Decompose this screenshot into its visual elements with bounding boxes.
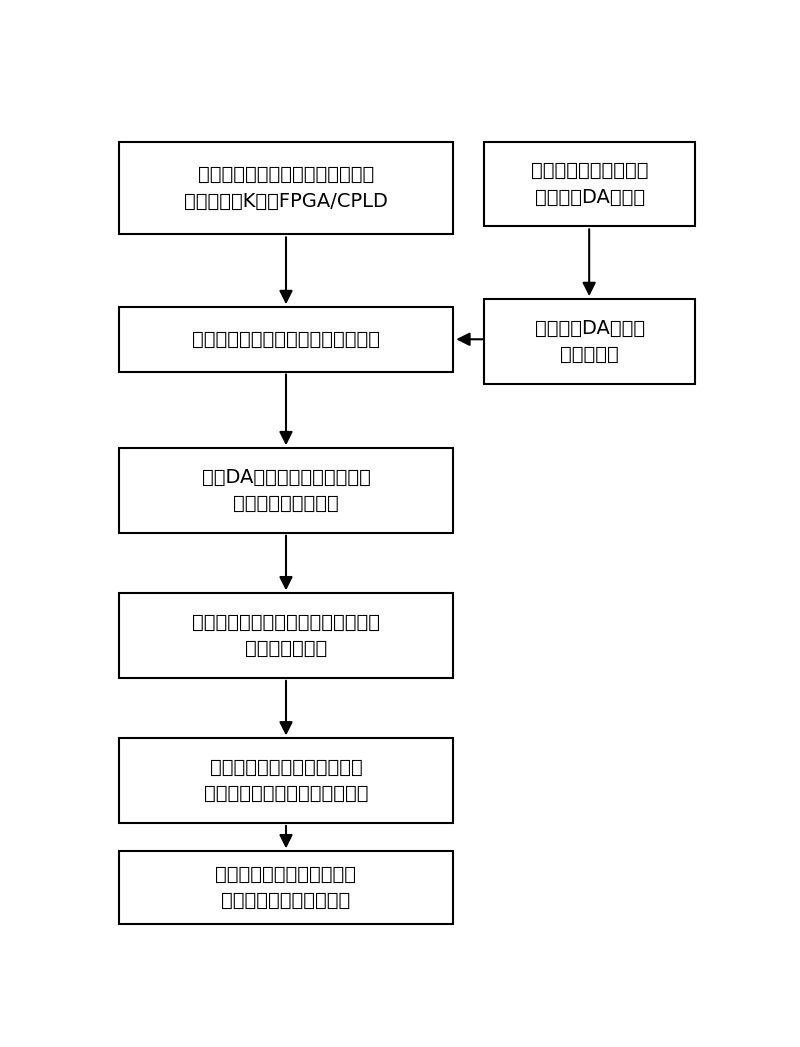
FancyBboxPatch shape	[485, 141, 695, 226]
Text: 并行DA转换器将正弦波形数据
转换为正弦波形信号: 并行DA转换器将正弦波形数据 转换为正弦波形信号	[202, 468, 370, 513]
FancyBboxPatch shape	[118, 851, 454, 923]
FancyBboxPatch shape	[118, 594, 454, 677]
Text: 启动相位累加器，得到正弦波形数据: 启动相位累加器，得到正弦波形数据	[192, 330, 380, 349]
FancyBboxPatch shape	[485, 299, 695, 383]
Text: 功率放大后的正弦波形信号
施加在频率测量线圈两端: 功率放大后的正弦波形信号 施加在频率测量线圈两端	[215, 865, 357, 910]
Text: 将滤波后的正弦波形信号进行
功率放大，提供适当的驱动能力: 将滤波后的正弦波形信号进行 功率放大，提供适当的驱动能力	[204, 758, 368, 803]
Text: 微处理器把幅度控制字
写入串行DA转换器: 微处理器把幅度控制字 写入串行DA转换器	[531, 161, 649, 207]
Text: 微处理器写入要产生的波形数据、
频率控制字K写入FPGA/CPLD: 微处理器写入要产生的波形数据、 频率控制字K写入FPGA/CPLD	[184, 165, 388, 210]
FancyBboxPatch shape	[118, 738, 454, 823]
FancyBboxPatch shape	[118, 141, 454, 235]
Text: 呈阶梯状的正弦波形信号平滑成光滑
的正弦波形信号: 呈阶梯状的正弦波形信号平滑成光滑 的正弦波形信号	[192, 612, 380, 659]
FancyBboxPatch shape	[118, 448, 454, 533]
FancyBboxPatch shape	[118, 307, 454, 372]
Text: 控制并行DA转换器
的参考电压: 控制并行DA转换器 的参考电压	[534, 318, 645, 364]
